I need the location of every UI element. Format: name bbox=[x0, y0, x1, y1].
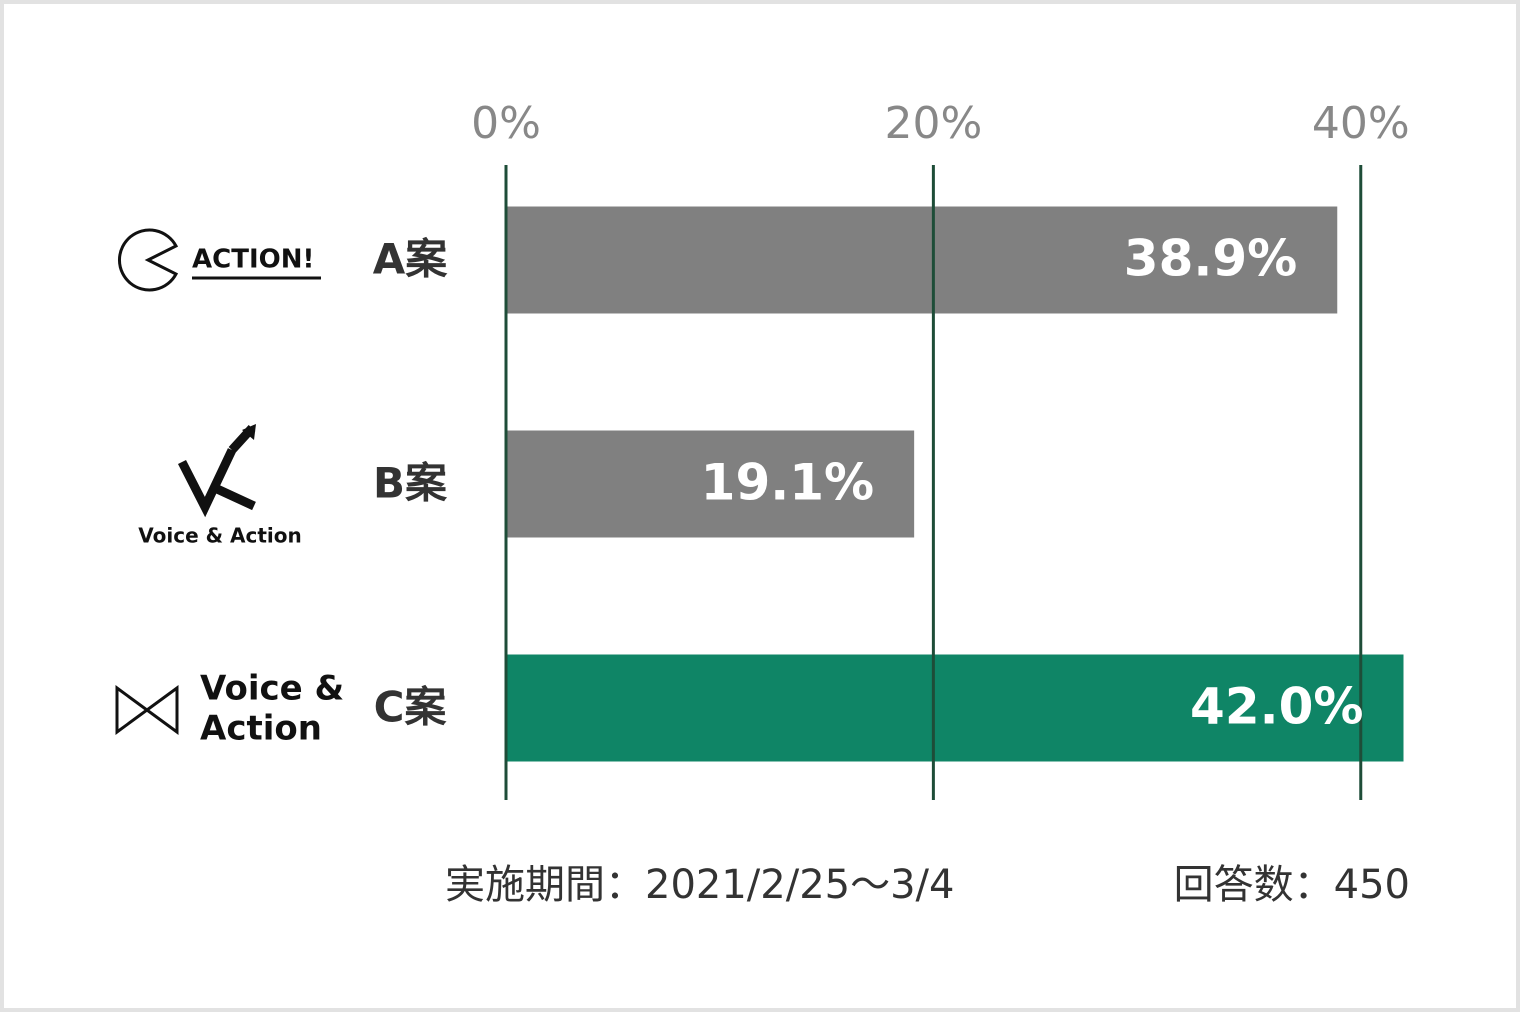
logo-b-arrow bbox=[242, 424, 256, 440]
logo-c-icon bbox=[115, 685, 179, 735]
logo-b-text: Voice & Action bbox=[138, 524, 302, 548]
logo-a-icon bbox=[118, 228, 179, 292]
value-label: 38.9% bbox=[1124, 230, 1297, 288]
bar bbox=[506, 430, 915, 538]
bar bbox=[506, 654, 1404, 762]
x-tick-label: 20% bbox=[884, 98, 982, 149]
logo-c-text: Action bbox=[200, 709, 322, 749]
annotation: 回答数：450 bbox=[1174, 862, 1410, 908]
value-label: 19.1% bbox=[701, 454, 874, 512]
category-label: B案 bbox=[373, 459, 448, 508]
x-tick-label: 40% bbox=[1312, 98, 1410, 149]
logo-a-text: ACTION! bbox=[192, 245, 314, 275]
bar bbox=[506, 206, 1338, 314]
logo-c-text: Voice & bbox=[200, 669, 344, 709]
x-tick-label: 0% bbox=[471, 98, 541, 149]
category-label: C案 bbox=[374, 683, 448, 732]
value-label: 42.0% bbox=[1190, 678, 1363, 736]
category-label: A案 bbox=[373, 235, 449, 284]
annotation: 実施期間：2021/2/25〜3/4 bbox=[445, 862, 954, 908]
